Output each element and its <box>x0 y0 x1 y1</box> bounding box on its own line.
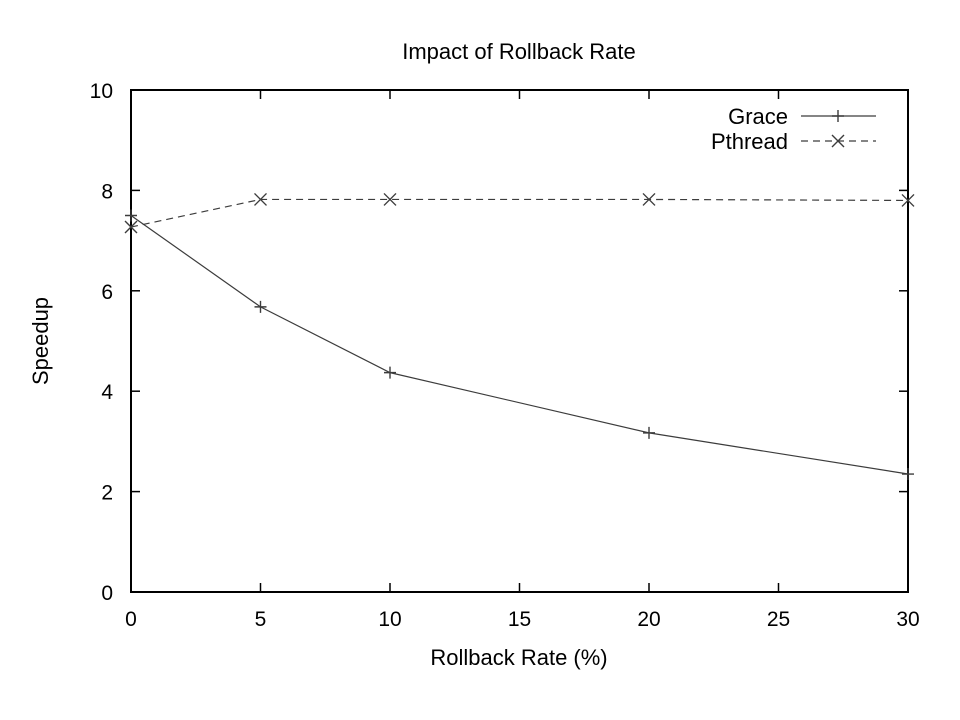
legend-marker <box>832 110 844 122</box>
data-point <box>384 366 396 379</box>
legend-label: Grace <box>728 104 788 129</box>
y-tick-label: 8 <box>101 180 113 203</box>
plot-frame <box>130 89 909 593</box>
data-point <box>125 209 137 222</box>
legend-marker <box>831 134 845 148</box>
x-axis: 0 5 10 15 20 25 30 <box>125 90 920 631</box>
x-tick-label: 15 <box>508 608 531 631</box>
x-tick-label: 10 <box>378 608 401 631</box>
data-point <box>383 192 397 206</box>
series-line <box>130 215 909 475</box>
legend-label: Pthread <box>711 129 788 154</box>
y-tick-label: 10 <box>90 80 113 103</box>
data-point <box>643 426 655 439</box>
x-axis-title: Rollback Rate (%) <box>430 645 607 670</box>
chart-title: Impact of Rollback Rate <box>402 39 636 64</box>
series-pthread <box>124 192 915 234</box>
y-tick-label: 6 <box>101 281 113 304</box>
y-axis-title: Speedup <box>28 297 53 385</box>
data-point <box>254 300 267 313</box>
x-tick-label: 25 <box>767 608 790 631</box>
x-tick-label: 0 <box>125 608 137 631</box>
x-tick-label: 5 <box>255 608 267 631</box>
data-point <box>642 192 656 206</box>
x-tick-label: 30 <box>896 608 919 631</box>
y-tick-label: 0 <box>101 582 113 605</box>
data-point <box>124 220 138 234</box>
y-tick-label: 2 <box>101 482 113 505</box>
data-point <box>902 468 914 481</box>
data-point <box>254 192 267 206</box>
y-axis: 0 2 4 6 8 10 <box>90 80 908 605</box>
y-tick-label: 4 <box>101 381 113 404</box>
data-point <box>901 193 915 207</box>
plot-area <box>124 192 915 481</box>
series-line <box>130 198 909 228</box>
x-tick-label: 20 <box>637 608 660 631</box>
series-grace <box>125 209 914 481</box>
